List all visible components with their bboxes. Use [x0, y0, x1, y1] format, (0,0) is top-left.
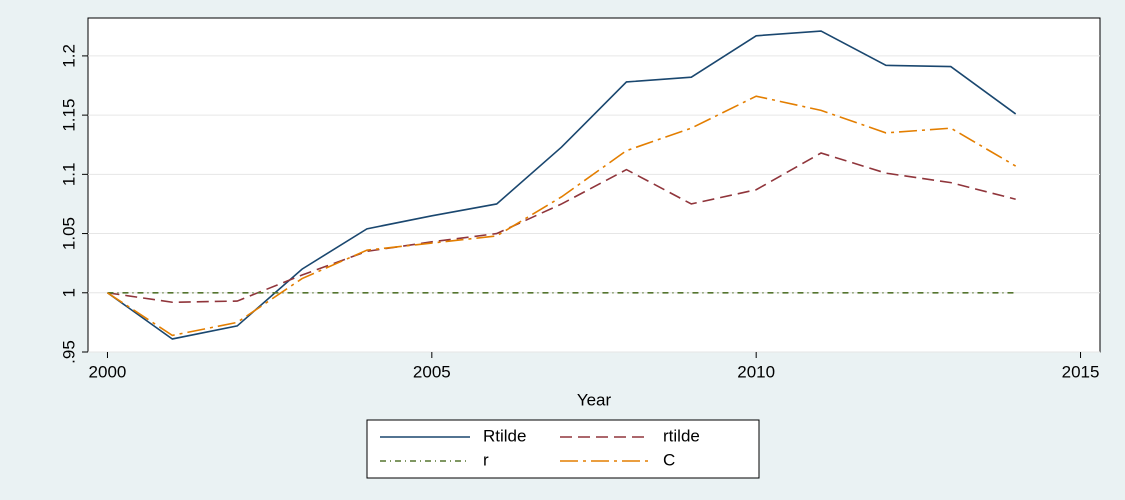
legend-label: rtilde	[663, 426, 700, 445]
x-axis-label: Year	[577, 390, 612, 409]
y-tick-label: 1.15	[59, 99, 78, 132]
plot-area	[87, 17, 1101, 353]
y-tick-label: 1.1	[59, 163, 78, 187]
legend-label: r	[483, 450, 489, 469]
y-tick-label: .95	[59, 340, 78, 364]
x-tick-label: 2005	[413, 362, 451, 381]
y-tick-label: 1.05	[59, 217, 78, 250]
legend	[366, 419, 760, 479]
x-tick-label: 2000	[89, 362, 127, 381]
y-tick-label: 1	[59, 288, 78, 297]
x-tick-label: 2015	[1062, 362, 1100, 381]
line-series	[107, 95, 1017, 337]
legend-label: Rtilde	[483, 426, 526, 445]
y-tick-label: 1.2	[59, 44, 78, 68]
legend-label: C	[663, 450, 675, 469]
x-tick-label: 2010	[737, 362, 775, 381]
